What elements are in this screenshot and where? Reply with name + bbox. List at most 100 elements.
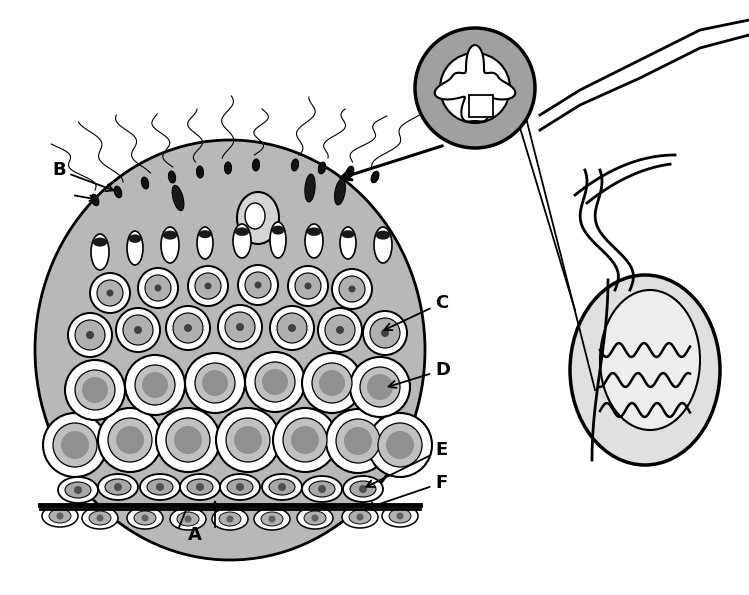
Ellipse shape [237, 192, 279, 244]
Ellipse shape [254, 508, 290, 530]
Ellipse shape [82, 507, 118, 529]
Circle shape [145, 275, 171, 301]
Ellipse shape [307, 227, 321, 236]
Ellipse shape [389, 509, 411, 523]
Ellipse shape [305, 174, 315, 202]
Circle shape [344, 427, 372, 455]
Circle shape [255, 281, 261, 289]
Circle shape [90, 273, 130, 313]
Ellipse shape [91, 194, 99, 206]
Circle shape [226, 418, 270, 462]
Circle shape [184, 515, 192, 522]
Circle shape [174, 426, 202, 454]
Ellipse shape [305, 224, 323, 258]
Circle shape [225, 312, 255, 342]
Circle shape [75, 320, 105, 350]
Circle shape [360, 367, 400, 407]
Circle shape [255, 362, 295, 402]
Circle shape [288, 266, 328, 306]
Circle shape [86, 331, 94, 339]
Ellipse shape [304, 511, 326, 525]
FancyBboxPatch shape [469, 95, 493, 117]
Circle shape [56, 512, 64, 519]
Circle shape [245, 272, 271, 298]
Circle shape [305, 283, 312, 290]
Circle shape [218, 305, 262, 349]
Circle shape [348, 286, 356, 293]
Ellipse shape [309, 481, 335, 497]
Ellipse shape [340, 227, 356, 259]
Circle shape [195, 363, 235, 403]
Circle shape [108, 418, 152, 462]
Ellipse shape [134, 511, 156, 525]
Circle shape [378, 423, 422, 467]
Circle shape [202, 370, 228, 396]
Ellipse shape [350, 481, 376, 497]
Circle shape [154, 284, 162, 292]
Ellipse shape [197, 227, 213, 259]
Circle shape [312, 515, 318, 521]
Ellipse shape [180, 474, 220, 500]
Circle shape [302, 353, 362, 413]
Ellipse shape [147, 479, 173, 495]
Circle shape [238, 265, 278, 305]
Circle shape [53, 423, 97, 467]
Circle shape [125, 355, 185, 415]
Circle shape [336, 326, 344, 334]
Circle shape [142, 372, 168, 398]
Circle shape [386, 431, 414, 459]
Circle shape [325, 315, 355, 345]
Text: D: D [389, 361, 450, 388]
Ellipse shape [89, 511, 111, 525]
Circle shape [357, 513, 363, 521]
Circle shape [106, 290, 114, 296]
Circle shape [291, 426, 319, 454]
Circle shape [350, 357, 410, 417]
Circle shape [236, 323, 244, 331]
Ellipse shape [371, 171, 379, 183]
Circle shape [75, 370, 115, 410]
Ellipse shape [318, 162, 326, 174]
Ellipse shape [196, 166, 204, 178]
Ellipse shape [335, 179, 345, 205]
Ellipse shape [376, 231, 390, 240]
Circle shape [216, 408, 280, 472]
Ellipse shape [115, 186, 122, 198]
Circle shape [339, 276, 365, 302]
Circle shape [283, 418, 327, 462]
Ellipse shape [252, 159, 259, 171]
Circle shape [185, 353, 245, 413]
Circle shape [278, 483, 286, 491]
Ellipse shape [187, 479, 213, 495]
Circle shape [440, 53, 510, 123]
Ellipse shape [219, 512, 241, 526]
Ellipse shape [198, 230, 211, 238]
Ellipse shape [349, 510, 371, 524]
Circle shape [166, 418, 210, 462]
Circle shape [97, 515, 103, 521]
Ellipse shape [35, 140, 425, 560]
Text: E: E [366, 441, 447, 487]
Circle shape [368, 413, 432, 477]
Circle shape [188, 266, 228, 306]
Circle shape [273, 408, 337, 472]
Circle shape [156, 483, 164, 491]
Circle shape [82, 377, 108, 403]
Circle shape [332, 269, 372, 309]
Circle shape [97, 280, 123, 306]
Ellipse shape [142, 177, 148, 189]
Polygon shape [434, 45, 515, 121]
Ellipse shape [270, 222, 286, 258]
Ellipse shape [49, 509, 71, 523]
Text: F: F [366, 474, 447, 509]
Ellipse shape [346, 166, 354, 178]
Ellipse shape [261, 512, 283, 526]
Ellipse shape [342, 506, 378, 528]
Ellipse shape [291, 159, 299, 171]
Circle shape [415, 28, 535, 148]
Circle shape [367, 374, 393, 400]
Ellipse shape [177, 512, 199, 526]
Circle shape [123, 315, 153, 345]
Circle shape [204, 283, 211, 290]
Circle shape [370, 318, 400, 348]
